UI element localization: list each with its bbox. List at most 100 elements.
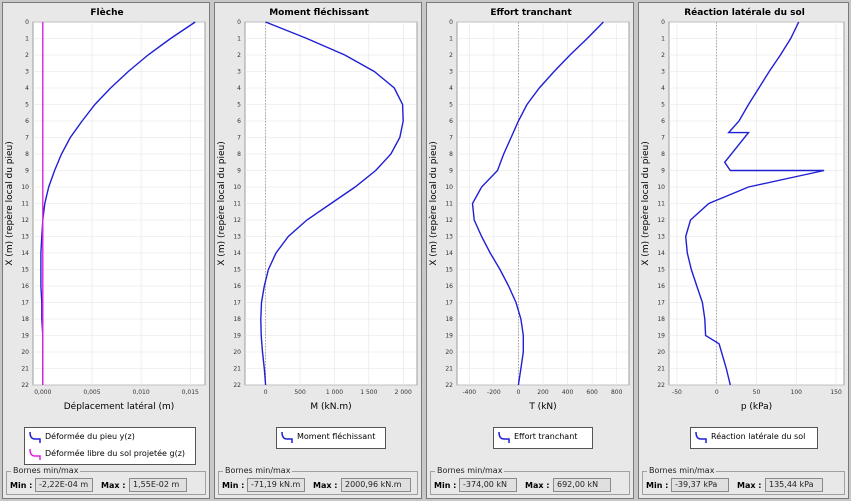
max-value-field[interactable]: 692,00 kN <box>553 478 611 492</box>
y-tick-label: 16 <box>233 283 241 290</box>
y-tick-label: 1 <box>25 36 29 43</box>
y-tick-label: 6 <box>237 118 241 125</box>
min-label: Min : <box>10 481 33 490</box>
x-tick-label: 400 <box>562 389 574 396</box>
y-tick-label: 13 <box>657 234 665 241</box>
y-tick-label: 12 <box>21 217 29 224</box>
y-tick-label: 4 <box>449 85 453 92</box>
y-tick-label: 18 <box>233 316 241 323</box>
y-tick-label: 10 <box>21 184 29 191</box>
max-value-field[interactable]: 2000,96 kN.m <box>341 478 411 492</box>
bornes-title: Bornes min/max <box>647 466 717 475</box>
y-tick-label: 3 <box>661 69 665 76</box>
y-tick-label: 9 <box>661 168 665 175</box>
y-tick-label: 0 <box>237 19 241 26</box>
x-tick-label: 500 <box>294 389 306 396</box>
x-tick-label: 200 <box>537 389 549 396</box>
y-tick-label: 6 <box>661 118 665 125</box>
min-label: Min : <box>222 481 245 490</box>
y-tick-label: 7 <box>661 135 665 142</box>
legend-item-reaction: Réaction latérale du sol <box>691 428 817 445</box>
y-tick-label: 21 <box>657 366 665 373</box>
y-tick-label: 5 <box>25 102 29 109</box>
y-tick-label: 1 <box>449 36 453 43</box>
x-axis-title: p (kPa) <box>741 402 772 412</box>
y-tick-label: 22 <box>233 382 241 389</box>
y-tick-label: 13 <box>233 234 241 241</box>
legend-swatch-blue-icon <box>281 431 293 443</box>
max-label: Max : <box>737 481 762 490</box>
series-line-0 <box>684 21 825 386</box>
max-value-field[interactable]: 135,44 kPa <box>765 478 823 492</box>
y-tick-label: 0 <box>449 19 453 26</box>
y-tick-label: 18 <box>21 316 29 323</box>
y-tick-label: 2 <box>25 52 29 59</box>
x-axis-title: Déplacement latéral (m) <box>64 401 175 412</box>
y-tick-label: 5 <box>449 102 453 109</box>
y-tick-label: 19 <box>445 333 453 340</box>
y-tick-label: 15 <box>445 267 453 274</box>
min-value-field[interactable]: -374,00 kN <box>459 478 517 492</box>
y-tick-label: 5 <box>661 102 665 109</box>
panel-fleche: Flèche 0 1 2 3 4 5 6 7 8 9 10 11 12 13 14 15 16 17 18 19 20 21… <box>2 2 210 499</box>
legend-item-effort: Effort tranchant <box>494 428 592 445</box>
bornes-title: Bornes min/max <box>11 466 81 475</box>
y-tick-label: 7 <box>25 135 29 142</box>
y-tick-label: 0 <box>661 19 665 26</box>
y-tick-label: 19 <box>21 333 29 340</box>
y-axis-title: X (m) (repère local du pieu) <box>640 141 651 265</box>
legend-label: Réaction latérale du sol <box>711 432 806 441</box>
bornes-fleche: Bornes min/max Min : -2,22E-04 m Max : 1… <box>6 466 206 495</box>
legend-label: Déformée du pieu y(z) <box>45 432 135 441</box>
x-tick-label: 50 <box>753 389 761 396</box>
y-tick-label: 11 <box>445 201 453 208</box>
y-tick-label: 15 <box>233 267 241 274</box>
y-tick-label: 3 <box>25 69 29 76</box>
y-tick-label: 11 <box>21 201 29 208</box>
y-tick-label: 11 <box>233 201 241 208</box>
y-tick-label: 13 <box>21 234 29 241</box>
chart-fleche: Flèche0123456789101112131415161718192021… <box>4 7 206 412</box>
y-tick-label: 9 <box>449 168 453 175</box>
y-tick-label: 8 <box>661 151 665 158</box>
chart-title: Moment fléchissant <box>269 7 369 18</box>
min-value-field[interactable]: -71,19 kN.m <box>247 478 305 492</box>
max-label: Max : <box>101 481 126 490</box>
y-tick-label: 20 <box>657 349 665 356</box>
y-tick-label: 15 <box>657 267 665 274</box>
y-axis-title: X (m) (repère local du pieu) <box>216 141 227 265</box>
y-tick-label: 8 <box>237 151 241 158</box>
y-tick-label: 20 <box>445 349 453 356</box>
legend-reaction: Réaction latérale du sol <box>690 427 818 449</box>
y-tick-label: 10 <box>445 184 453 191</box>
legend-label: Effort tranchant <box>514 432 578 441</box>
y-tick-label: 21 <box>21 366 29 373</box>
min-label: Min : <box>646 481 669 490</box>
y-tick-label: 2 <box>661 52 665 59</box>
chart-title: Effort tranchant <box>490 8 572 18</box>
min-value-field[interactable]: -2,22E-04 m <box>35 478 93 492</box>
y-tick-label: 17 <box>657 300 665 307</box>
series-line-0 <box>471 21 604 386</box>
legend-moment: Moment fléchissant <box>276 427 386 449</box>
y-tick-label: 19 <box>657 333 665 340</box>
y-tick-label: 14 <box>657 250 665 257</box>
x-tick-label: 0,010 <box>133 389 150 396</box>
x-tick-label: 0 <box>715 389 719 396</box>
legend-fleche: Déformée du pieu y(z) Déformée libre du … <box>24 427 196 465</box>
bornes-effort: Bornes min/max Min : -374,00 kN Max : 69… <box>430 466 630 495</box>
y-tick-label: 19 <box>233 333 241 340</box>
y-tick-label: 7 <box>237 135 241 142</box>
legend-label: Moment fléchissant <box>297 432 376 441</box>
y-tick-label: 16 <box>21 283 29 290</box>
chart-moment: Moment fléchissant0123456789101112131415… <box>216 7 418 412</box>
x-tick-label: 150 <box>830 389 842 396</box>
y-tick-label: 3 <box>237 69 241 76</box>
y-tick-label: 8 <box>449 151 453 158</box>
y-tick-label: 2 <box>449 52 453 59</box>
y-tick-label: 15 <box>21 267 29 274</box>
y-tick-label: 17 <box>21 300 29 307</box>
max-value-field[interactable]: 1,55E-02 m <box>129 478 187 492</box>
legend-item-deformee-pieu: Déformée du pieu y(z) <box>25 428 195 445</box>
min-value-field[interactable]: -39,37 kPa <box>671 478 729 492</box>
